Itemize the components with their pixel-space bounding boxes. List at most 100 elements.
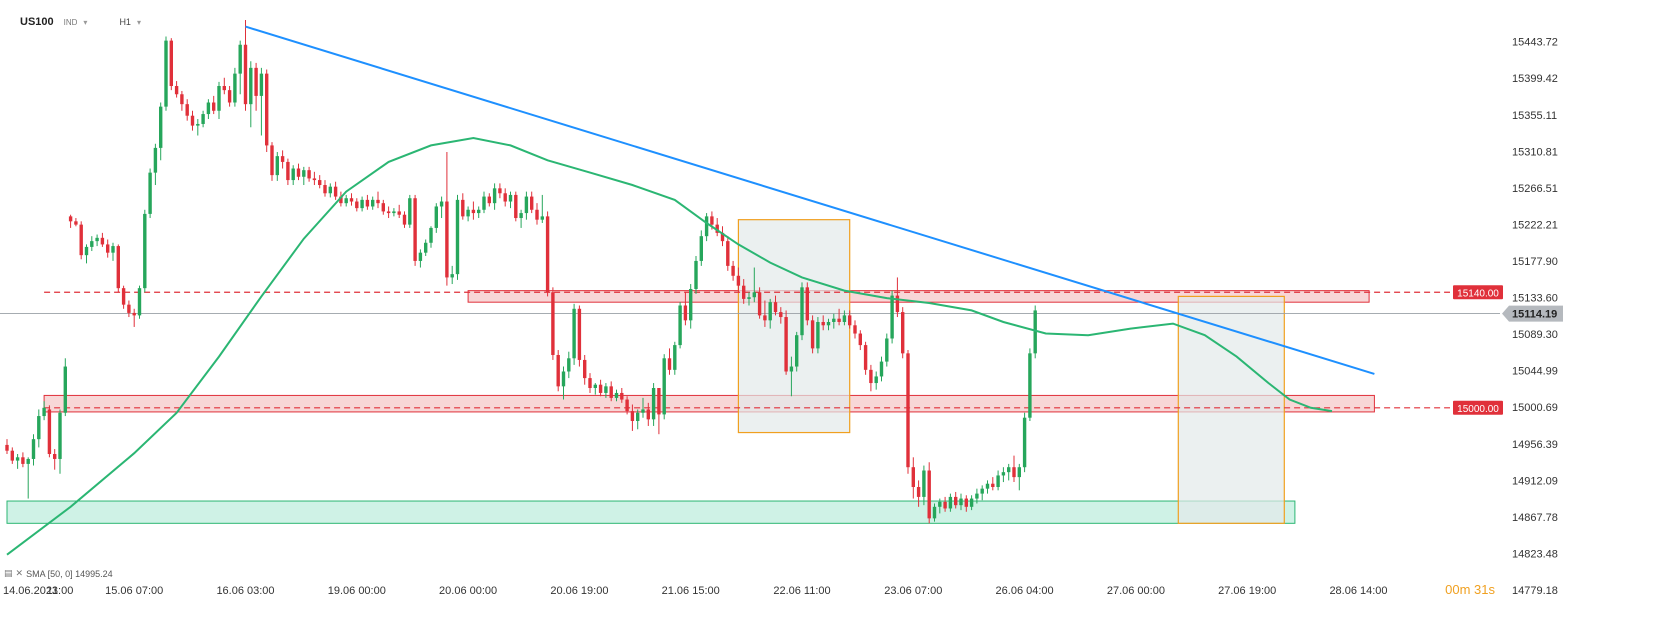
bull-candle xyxy=(519,209,523,228)
y-tick-label: 15355.11 xyxy=(1512,110,1557,122)
candle-body xyxy=(233,73,237,103)
bull-candle xyxy=(561,366,566,400)
bull-candle xyxy=(673,341,677,375)
candle-body xyxy=(975,493,979,499)
candle-body xyxy=(116,246,120,289)
candle-body xyxy=(1028,353,1032,418)
candle-body xyxy=(111,246,115,253)
x-tick-label: 28.06 14:00 xyxy=(1329,585,1387,597)
bull-candle xyxy=(699,230,703,266)
candle-body xyxy=(74,221,78,225)
y-tick-label: 15222.21 xyxy=(1512,219,1558,231)
bull-candle xyxy=(768,298,772,329)
candle-body xyxy=(646,409,650,420)
candle-body xyxy=(540,216,544,220)
candle-body xyxy=(842,315,847,322)
bear-candle xyxy=(79,221,83,260)
candle-body xyxy=(890,295,894,339)
bear-candle xyxy=(169,38,173,91)
sma-indicator-label: SMA [50, 0] 14995.24 xyxy=(26,568,113,579)
candle-body xyxy=(614,392,619,398)
candle-body xyxy=(275,156,279,176)
candle-body xyxy=(567,358,571,372)
candle-body xyxy=(95,237,99,242)
bull-candle xyxy=(344,194,348,207)
bull-candle xyxy=(641,397,645,418)
bear-candle xyxy=(323,180,327,197)
candle-body xyxy=(15,457,20,461)
bull-candle xyxy=(572,303,576,365)
candle-body xyxy=(609,386,613,398)
bull-candle xyxy=(948,493,953,512)
bear-candle xyxy=(381,199,385,215)
candle-body xyxy=(439,201,444,207)
bear-candle xyxy=(773,295,778,316)
bull-candle xyxy=(238,40,242,95)
candle-body xyxy=(355,201,359,209)
candle-body xyxy=(673,345,677,370)
bull-candle xyxy=(704,213,709,242)
candle-body xyxy=(302,170,306,177)
candle-body xyxy=(816,321,820,349)
y-tick-label: 14867.78 xyxy=(1512,512,1558,524)
bull-candle xyxy=(1017,463,1021,491)
bull-candle xyxy=(439,196,444,219)
candle-body xyxy=(174,86,179,95)
bull-candle xyxy=(424,239,428,256)
candle-body xyxy=(477,209,481,214)
bull-candle xyxy=(371,196,375,210)
bear-candle xyxy=(127,300,131,318)
bull-candle xyxy=(975,488,979,504)
bear-candle xyxy=(402,211,407,228)
bear-candle xyxy=(47,405,52,458)
x-tick-label: 19.06 00:00 xyxy=(328,585,386,597)
chevron-down-icon[interactable]: ▾ xyxy=(83,17,88,27)
bear-candle xyxy=(349,193,354,206)
bull-candle xyxy=(1022,412,1027,473)
y-tick-label: 14956.39 xyxy=(1512,439,1558,451)
bull-candle xyxy=(614,389,619,402)
candle-body xyxy=(943,501,947,509)
bear-candle xyxy=(227,86,232,107)
bull-candle xyxy=(58,409,62,474)
bull-candle xyxy=(832,313,836,329)
bear-candle xyxy=(222,77,226,95)
candle-body xyxy=(991,483,995,488)
bull-candle xyxy=(275,152,279,181)
candle-body xyxy=(704,216,709,237)
bear-candle xyxy=(53,449,57,470)
candle-body xyxy=(572,308,576,359)
candle-body xyxy=(810,320,815,349)
bear-candle xyxy=(848,310,852,329)
price-level-tag xyxy=(1453,400,1503,415)
candle-body xyxy=(583,359,587,379)
bull-candle xyxy=(360,196,364,212)
bull-candle xyxy=(1033,305,1037,359)
candle-body xyxy=(402,214,407,225)
candle-body xyxy=(169,40,173,87)
close-icon[interactable]: ✕ xyxy=(15,568,24,578)
chevron-down-icon[interactable]: ▾ xyxy=(136,17,141,27)
candle-body xyxy=(954,496,958,506)
settings-icon[interactable]: ▤ xyxy=(4,568,13,578)
candle-body xyxy=(492,188,497,204)
candle-body xyxy=(159,106,163,148)
consolidation-box xyxy=(1177,295,1285,524)
price-level-tag-label: 15140.00 xyxy=(1457,288,1499,299)
candle-body xyxy=(265,73,269,146)
bear-candle xyxy=(318,175,322,189)
timeframe-selector[interactable]: H1 xyxy=(119,17,131,27)
candle-body xyxy=(869,369,873,384)
bear-candle xyxy=(657,387,661,435)
bull-candle xyxy=(800,282,804,341)
candle-body xyxy=(58,412,62,459)
bull-candle xyxy=(233,67,237,107)
symbol-label[interactable]: US100 xyxy=(20,16,54,28)
bull-candle xyxy=(651,383,656,426)
price-level-tag-label: 15000.00 xyxy=(1457,404,1499,415)
bull-candle xyxy=(938,498,942,514)
candle-body xyxy=(318,180,322,186)
bull-candle xyxy=(84,244,89,264)
